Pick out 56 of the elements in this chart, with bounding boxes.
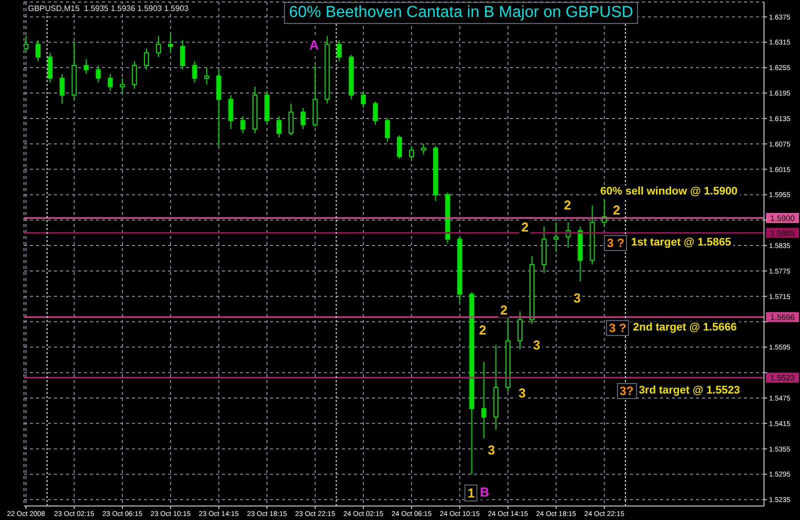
candlestick — [204, 67, 210, 86]
ref-line-label: 1.5900 — [770, 214, 796, 223]
candlestick — [36, 40, 41, 62]
candlestick — [180, 40, 186, 70]
annotation: 3 ? — [604, 235, 628, 251]
candlestick — [240, 116, 246, 134]
candlestick — [84, 58, 89, 74]
candlestick — [336, 40, 342, 62]
candlestick — [421, 143, 426, 155]
annotation: 3 — [486, 442, 497, 458]
candlestick — [108, 74, 113, 92]
candlestick — [228, 94, 234, 130]
annotation: 1 — [464, 484, 478, 502]
candlestick — [60, 74, 65, 104]
candlestick — [517, 310, 522, 350]
chart-subtitle: GBPUSD,M15 1.5935 1.5936 1.5903 1.5903 — [28, 4, 189, 13]
annotation: B — [478, 484, 492, 500]
annotation: 2 — [562, 198, 574, 212]
candlestick — [24, 35, 28, 54]
annotation: 3 ? — [606, 320, 630, 336]
candlestick — [48, 52, 53, 83]
annotation: 3 — [571, 290, 583, 306]
candlestick — [300, 107, 306, 130]
candlestick — [554, 222, 559, 252]
annotation: A — [307, 38, 321, 52]
annotation: 3rd target @ 1.5523 — [636, 384, 742, 398]
candlestick — [360, 90, 366, 108]
candlestick — [168, 33, 174, 54]
candlestick — [216, 69, 222, 146]
annotation: 2nd target @ 1.5666 — [631, 322, 739, 334]
ref-line-label: 1.5523 — [770, 374, 796, 383]
candlestick — [288, 103, 294, 136]
candlestick — [409, 146, 414, 160]
annotation: 3 — [516, 386, 528, 400]
candlestick — [384, 118, 390, 142]
candlestick — [276, 116, 282, 138]
ref-line-label: 1.5865 — [770, 228, 796, 238]
annotation: 3 — [530, 338, 542, 352]
candlestick — [481, 362, 486, 439]
annotation: 2 — [519, 220, 531, 234]
candlestick — [397, 134, 402, 160]
annotation: 60% sell window @ 1.5900 — [598, 186, 740, 198]
candlestick — [132, 60, 137, 90]
annotation: 2 — [610, 202, 622, 218]
annotation: 2 — [498, 302, 510, 318]
candlestick — [144, 48, 149, 70]
candlestick — [120, 78, 125, 94]
ref-line-label: 1.5666 — [770, 313, 796, 322]
annotation: 3? — [616, 383, 637, 399]
candlestick — [156, 35, 162, 58]
candlestick — [372, 101, 378, 126]
candlestick — [192, 60, 198, 83]
chart-title: 60% Beethoven Cantata in B Major on GBPUSD — [284, 2, 638, 24]
candlestick — [96, 65, 101, 83]
annotation: 2 — [477, 322, 488, 338]
annotation: 1st target @ 1.5865 — [629, 236, 734, 250]
